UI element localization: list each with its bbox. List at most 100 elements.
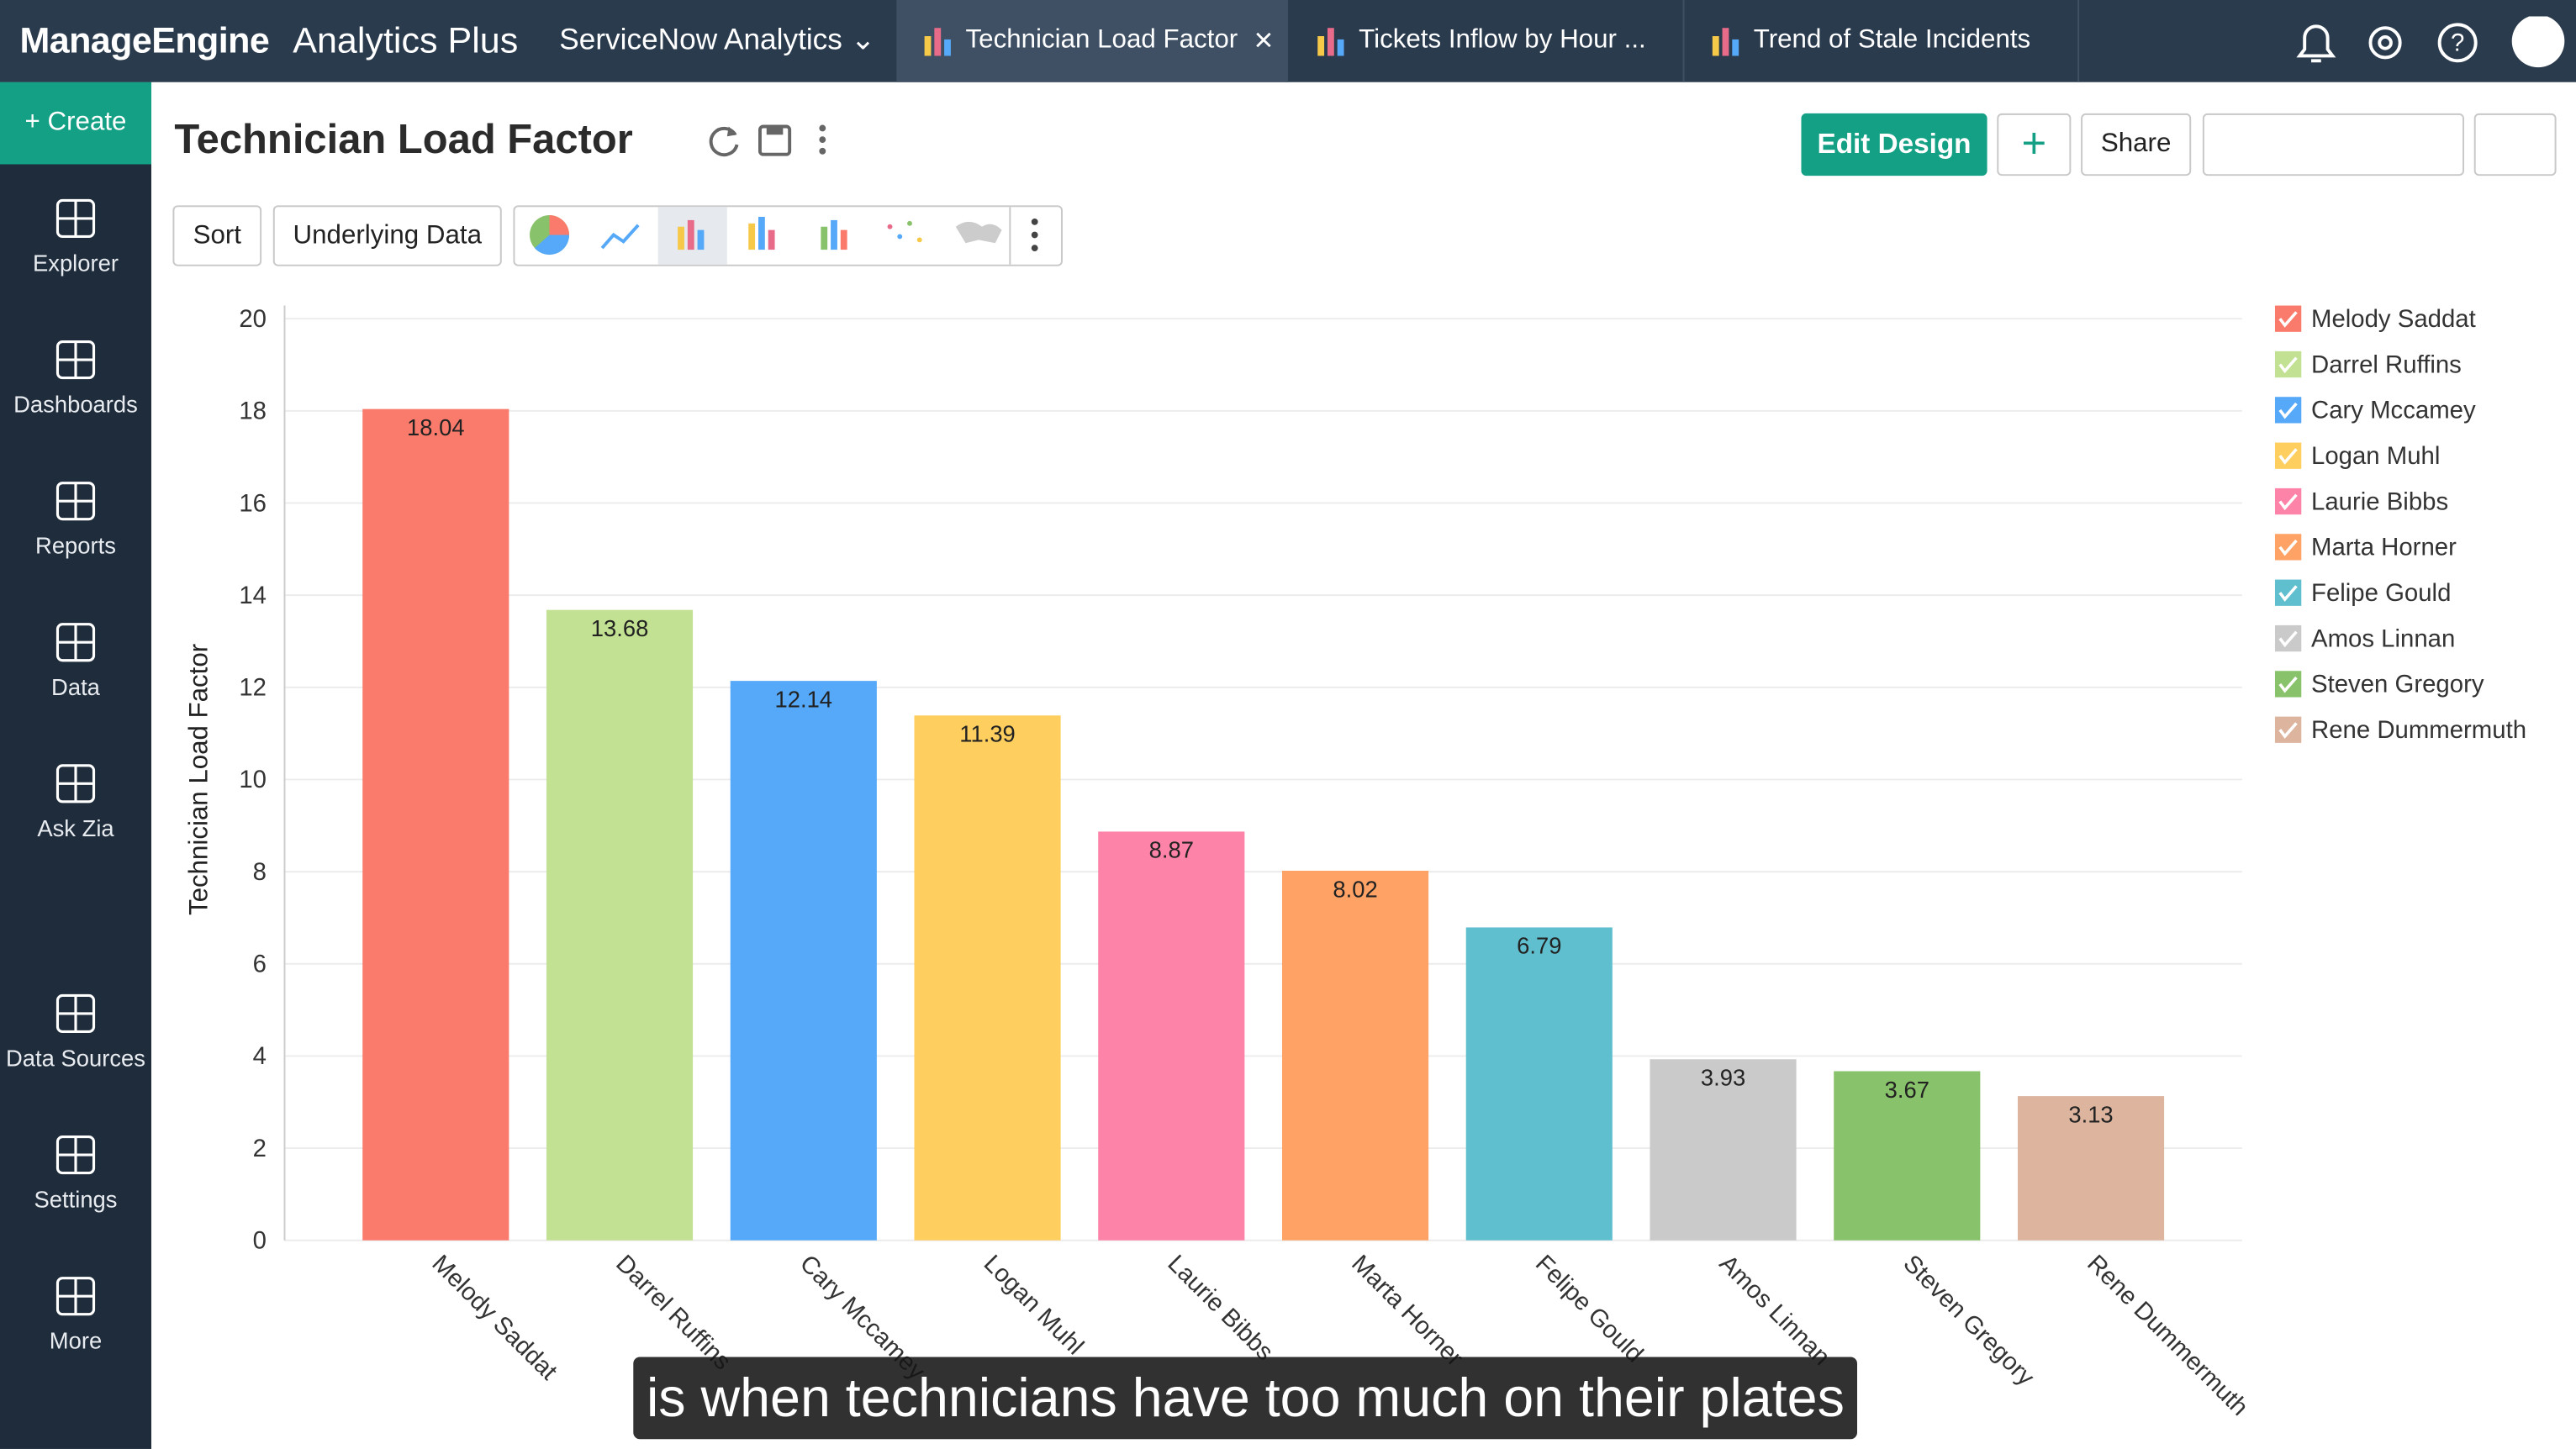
create-button[interactable]: + Create xyxy=(0,82,152,165)
y-tick-label: 16 xyxy=(239,489,267,517)
sidebar-icon xyxy=(55,482,96,521)
tab-label: Trend of Stale Incidents xyxy=(1753,26,2031,55)
value-label: 8.87 xyxy=(1149,837,1194,863)
x-tick-label: Marta Horner xyxy=(1346,1250,1469,1373)
edit-design-button[interactable]: Edit Design xyxy=(1801,113,1987,177)
sidebar-item[interactable]: Data Sources xyxy=(0,993,151,1072)
bar xyxy=(546,609,694,1241)
chart-type-bar[interactable] xyxy=(513,205,1063,266)
subtitle-caption: is when technicians have too much on the… xyxy=(633,1357,1858,1440)
legend-swatch[interactable] xyxy=(2274,671,2302,698)
y-tick-label: 8 xyxy=(253,858,267,886)
bar xyxy=(730,681,877,1241)
tab[interactable]: Technician Load Factor × xyxy=(896,0,1289,82)
legend-check xyxy=(2278,676,2298,693)
value-label: 12.14 xyxy=(775,686,833,712)
action-icons[interactable] xyxy=(2202,113,2464,177)
legend-swatch[interactable] xyxy=(2274,579,2302,606)
add-button[interactable]: + xyxy=(1997,113,2072,177)
svg-text:?: ? xyxy=(2451,29,2464,57)
y-tick-label: 14 xyxy=(239,582,267,609)
sidebar-item[interactable]: Reports xyxy=(0,480,151,559)
bar xyxy=(362,408,509,1241)
value-label: 8.02 xyxy=(1333,876,1377,902)
legend-check xyxy=(2278,493,2298,511)
underlying-data-button[interactable]: Underlying Data xyxy=(272,205,502,266)
value-label: 11.39 xyxy=(959,721,1015,747)
value-label: 18.04 xyxy=(407,414,465,440)
legend-label: Laurie Bibbs xyxy=(2311,487,2448,515)
legend-label: Logan Muhl xyxy=(2311,442,2440,470)
close-tab[interactable]: × xyxy=(1254,23,1274,60)
sidebar-label: Ask Zia xyxy=(37,814,114,841)
x-tick-label: Amos Linnan xyxy=(1714,1250,1835,1371)
x-tick-label: Rene Dummermuth xyxy=(2082,1250,2253,1421)
value-label: 13.68 xyxy=(591,615,649,641)
workspace-selector[interactable]: ServiceNow Analytics ⌄ xyxy=(559,23,876,56)
sidebar-item[interactable]: Ask Zia xyxy=(0,762,151,841)
x-tick-label: Steven Gregory xyxy=(1898,1250,2040,1392)
legend-label: Felipe Gould xyxy=(2311,579,2451,607)
bar xyxy=(1098,831,1245,1241)
brand: ManageEngine xyxy=(19,19,270,61)
share-button[interactable]: Share xyxy=(2081,113,2192,177)
bar xyxy=(2017,1096,2165,1241)
legend-swatch[interactable] xyxy=(2274,534,2302,561)
y-tick-label: 12 xyxy=(239,674,267,702)
sidebar-item[interactable]: Settings xyxy=(0,1134,151,1213)
legend-check xyxy=(2278,630,2298,648)
tab[interactable]: Trend of Stale Incidents xyxy=(1685,0,2080,82)
sidebar-item[interactable]: Explorer xyxy=(0,198,151,276)
tab-icon xyxy=(924,28,951,56)
tab-label: Technician Load Factor xyxy=(965,26,1238,55)
legend-swatch[interactable] xyxy=(2274,624,2302,652)
legend-check xyxy=(2278,311,2298,328)
sidebar-label: Data Sources xyxy=(6,1045,145,1072)
chart-type-icons xyxy=(530,207,1038,265)
value-label: 3.67 xyxy=(1885,1077,1929,1103)
legend-check xyxy=(2278,722,2298,739)
workspace-name: ServiceNow Analytics xyxy=(559,23,842,56)
top-bar: ManageEngine Analytics Plus ServiceNow A… xyxy=(0,0,2576,82)
x-tick-label: Laurie Bibbs xyxy=(1162,1250,1279,1367)
y-tick-label: 6 xyxy=(253,951,267,978)
tab[interactable]: Tickets Inflow by Hour ... xyxy=(1290,0,1685,82)
legend-swatch[interactable] xyxy=(2274,397,2302,424)
legend-label: Steven Gregory xyxy=(2311,671,2484,698)
legend-swatch[interactable] xyxy=(2274,305,2302,332)
sort-button[interactable]: Sort xyxy=(172,205,262,266)
sidebar-label: Reports xyxy=(35,532,116,559)
sidebar-item[interactable]: Data xyxy=(0,621,151,700)
sidebar-icon xyxy=(55,198,96,239)
sidebar-item[interactable]: More xyxy=(0,1275,151,1354)
bar xyxy=(1834,1071,1981,1241)
legend-label: Melody Saddat xyxy=(2311,305,2476,333)
y-tick-label: 10 xyxy=(239,766,267,793)
settings-button[interactable] xyxy=(2473,113,2557,177)
y-tick-label: 2 xyxy=(253,1135,267,1162)
sidebar-item[interactable]: Dashboards xyxy=(0,339,151,417)
sidebar-icon xyxy=(55,1135,96,1175)
header-icons[interactable]: ? xyxy=(2287,16,2567,70)
value-label: 6.79 xyxy=(1517,933,1561,959)
sidebar-icon xyxy=(55,623,96,662)
y-tick-label: 20 xyxy=(239,305,267,333)
sidebar-icon xyxy=(55,764,96,804)
sidebar-icon xyxy=(55,993,96,1034)
y-axis-label: Technician Load Factor xyxy=(184,644,214,915)
y-tick-label: 18 xyxy=(239,398,267,425)
title-icons[interactable] xyxy=(704,122,836,161)
bar xyxy=(1650,1059,1797,1241)
value-label: 3.93 xyxy=(1701,1065,1745,1091)
sidebar-label: Settings xyxy=(34,1186,118,1213)
legend-swatch[interactable] xyxy=(2274,716,2302,743)
legend-swatch[interactable] xyxy=(2274,487,2302,515)
legend-swatch[interactable] xyxy=(2274,350,2302,378)
legend-swatch[interactable] xyxy=(2274,442,2302,469)
y-tick-label: 4 xyxy=(253,1042,267,1070)
legend-check xyxy=(2278,539,2298,556)
y-tick-label: 0 xyxy=(253,1227,267,1255)
x-tick-label: Felipe Gould xyxy=(1530,1250,1649,1368)
legend-check xyxy=(2278,585,2298,602)
